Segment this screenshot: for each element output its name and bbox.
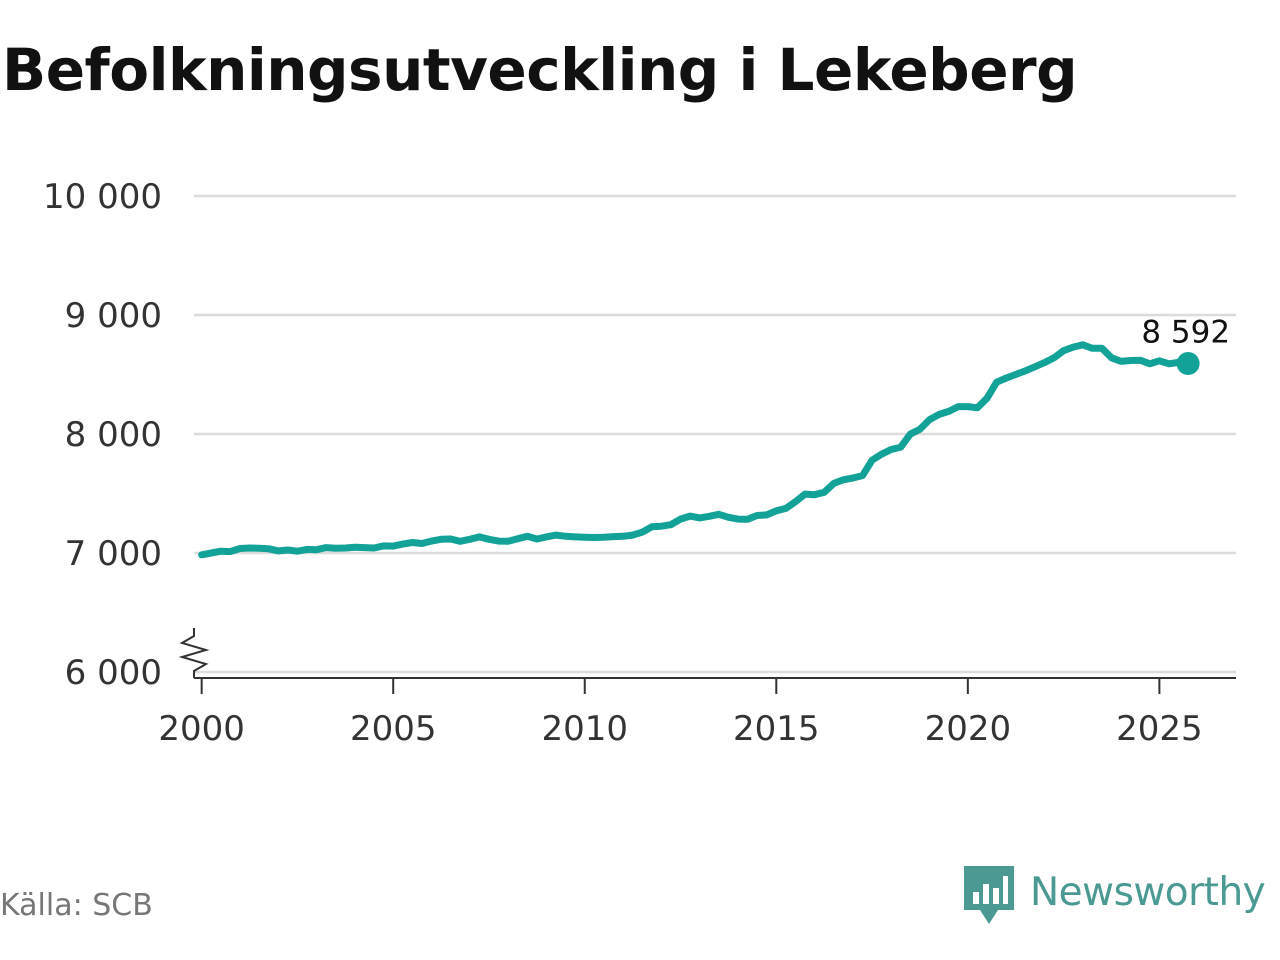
series-line-folkmangd — [198, 341, 1192, 559]
x-tick-label-2005: 2005 — [350, 709, 437, 749]
page-title: Befolkningsutveckling i Lekeberg — [2, 36, 1078, 104]
last-value-point — [1176, 352, 1200, 376]
x-tick-label-2020: 2020 — [925, 709, 1012, 749]
newsworthy-logo-icon — [964, 866, 1014, 924]
last-value-label: 8 592 — [1141, 315, 1230, 351]
series-layer: 8 592 — [198, 315, 1230, 559]
y-tick-label-8000: 8 000 — [65, 415, 162, 455]
y-tick-label-7000: 7 000 — [65, 534, 162, 574]
y-tick-label-6000: 6 000 — [65, 653, 162, 693]
x-tick-label-2015: 2015 — [733, 709, 820, 749]
brand-name: Newsworthy — [1030, 869, 1266, 915]
y-axis-tick-labels: 6 000 7 000 8 000 9 000 10 000 — [43, 177, 162, 693]
brand: Newsworthy — [964, 866, 1266, 926]
source-note: Källa: SCB — [0, 888, 153, 923]
x-axis — [178, 628, 1236, 679]
y-tick-label-9000: 9 000 — [65, 296, 162, 336]
x-axis-ticks: 2000 2005 2010 2015 2020 2025 — [158, 678, 1203, 749]
gridlines — [194, 194, 1236, 674]
x-tick-label-2000: 2000 — [158, 709, 245, 749]
x-tick-label-2025: 2025 — [1116, 709, 1203, 749]
axis-break-marker — [178, 628, 210, 678]
y-tick-label-10000: 10 000 — [43, 177, 162, 217]
x-tick-label-2010: 2010 — [541, 709, 628, 749]
